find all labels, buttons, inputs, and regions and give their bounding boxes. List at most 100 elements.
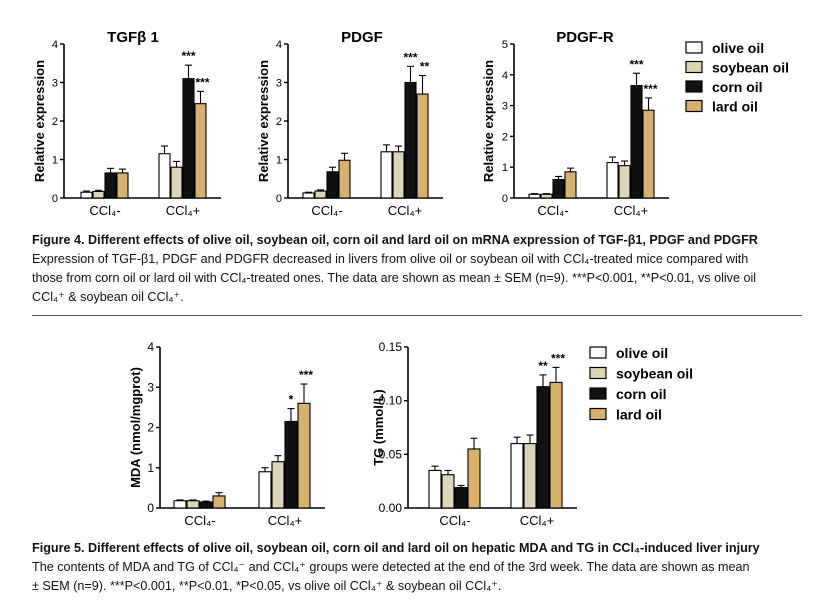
pdgf-bar [404,81,417,199]
mda-x-tick-label: CCl₄- [184,513,215,528]
pdgfr-bar [552,178,565,199]
pdgfr-y-tick-label: 4 [502,70,508,82]
mda-y-tick-label: 4 [147,340,154,354]
tg-bar [510,443,524,509]
tgfb1-y-tick-label: 3 [52,78,58,90]
pdgfr-y-tick-label: 5 [502,39,508,51]
pdgfr-bar [606,162,619,199]
tgfb1-significance-label: *** [181,49,195,63]
pdgfr-chart-title: PDGF-R [556,29,614,46]
pdgf-bar [416,93,429,199]
legend-bottom-label: corn oil [616,386,667,402]
mda-y-tick-label: 0 [147,501,154,515]
tg-y-tick-label: 0.15 [379,340,403,354]
pdgfr-bar [564,171,577,199]
figure4-caption: Figure 4. Different effects of olive oil… [32,231,802,307]
tg-bar [441,474,455,509]
pdgfr-y-tick-label: 1 [502,162,508,174]
tgfb1-y-tick-label: 1 [52,155,58,167]
tgfb1-bar [158,153,171,199]
pdgf-significance-label: *** [403,50,417,64]
pdgfr-significance-label: *** [629,57,643,71]
mda-y-tick-label: 1 [147,461,154,475]
tg-x-tick-label: CCl₄+ [520,513,555,528]
pdgfr-bar [528,193,541,199]
tgfb1-significance-label: *** [195,75,209,89]
tg-bar [467,448,481,509]
tg-y-axis-label: TG (mmol/L) [371,389,386,466]
pdgf-y-tick-label: 4 [276,39,282,51]
tgfb1-x-tick-label: CCl₄- [89,203,120,218]
tgfb1-y-tick-label: 0 [52,193,58,205]
mda-bar [199,501,213,509]
pdgf-bar [314,190,327,199]
legend-bottom-swatch [589,387,607,400]
tgfb1-bar [182,78,195,199]
tgfb1-bar [194,103,207,199]
pdgfr-x-tick-label: CCl₄+ [614,203,649,218]
tg-x-tick-label: CCl₄- [439,513,470,528]
tgfb1-y-tick-label: 2 [52,116,58,128]
pdgf-bar [392,151,405,199]
mda-bar [284,420,298,509]
pdgf-bar [380,151,393,199]
mda-bar [212,495,226,509]
tg-bar [454,487,468,509]
tg-significance-label: ** [538,359,548,373]
tgfb1-chart-title: TGFβ 1 [107,29,159,46]
figure4-caption-line3: CCl₄⁺ & soybean oil CCl₄⁺. [32,290,184,304]
tgfb1-bar [104,172,117,199]
mda-x-tick-label: CCl₄+ [268,513,303,528]
tgfb1-y-tick-label: 4 [52,39,58,51]
tg-significance-label: *** [551,351,565,365]
tg-bar [428,469,442,509]
figure4-title: Figure 4. Different effects of olive oil… [32,233,758,247]
pdgf-bar [326,171,339,199]
pdgf-y-tick-label: 2 [276,116,282,128]
mda-y-axis-label: MDA (nmol/mgprot) [128,367,143,488]
figure5-caption-line1: The contents of MDA and TG of CCl₄⁻ and … [32,560,750,574]
legend-top-swatch [685,60,703,74]
pdgfr-y-tick-label: 3 [502,101,508,113]
tgfb1-bar [80,191,93,199]
pdgfr-x-tick-label: CCl₄- [537,203,568,218]
legend-top-label: soybean oil [712,60,789,76]
pdgfr-bar [630,85,643,199]
tg-bar [549,381,563,509]
mda-bar [186,500,200,509]
tg-y-tick-label: 0.00 [379,501,403,515]
tgfb1-y-axis-label: Relative expression [32,60,47,182]
legend-bottom-label: lard oil [616,407,662,423]
mda-y-tick-label: 2 [147,421,154,435]
tg-y-tick-label: 0.10 [379,394,403,408]
mda-significance-label: * [289,393,294,407]
legend-top-swatch [685,99,703,113]
pdgf-y-axis-label: Relative expression [256,60,271,182]
legend-bottom-swatch [589,366,607,380]
legend-top-swatch [685,41,703,54]
tg-bar [523,443,537,509]
pdgfr-y-tick-label: 2 [502,131,508,143]
mda-bar [271,461,285,509]
pdgf-chart-title: PDGF [341,29,383,46]
pdgf-y-tick-label: 3 [276,78,282,90]
figure4-caption-line1: Expression of TGF-β1, PDGF and PDGFR dec… [32,252,749,266]
mda-bar [173,500,187,509]
pdgf-bar [302,192,315,199]
pdgfr-y-tick-label: 0 [502,193,508,205]
pdgfr-significance-label: *** [643,82,657,96]
legend-bottom-swatch [589,407,607,421]
figure5-caption-line2: ± SEM (n=9). ***P<0.001, **P<0.01, *P<0.… [32,579,502,593]
pdgf-x-tick-label: CCl₄+ [388,203,423,218]
legend-top-label: corn oil [712,79,763,95]
mda-significance-label: *** [299,368,313,382]
pdgf-y-tick-label: 0 [276,193,282,205]
legend-bottom-label: soybean oil [616,366,693,382]
tgfb1-x-tick-label: CCl₄+ [166,203,201,218]
tg-bar [536,386,550,509]
pdgf-bar [338,159,351,199]
pdgfr-bar [642,109,655,199]
tgfb1-bar [116,172,129,199]
legend-top-label: lard oil [712,99,758,115]
